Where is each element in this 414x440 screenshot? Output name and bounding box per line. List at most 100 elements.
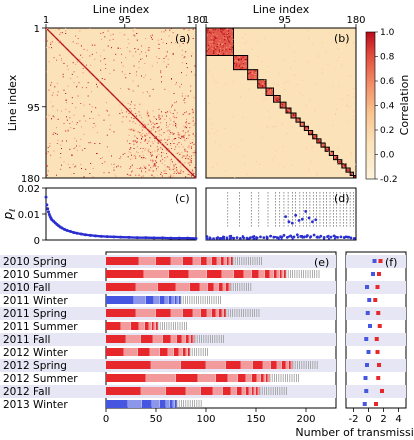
panel-f-x-tick-label: 4 xyxy=(395,414,401,425)
heatmap-b-cell xyxy=(228,36,230,38)
heatmap-a-diag-cell xyxy=(166,148,169,151)
heatmap-b-cell xyxy=(311,132,313,134)
heatmap-b-speck xyxy=(246,41,247,43)
panel-e-bar-segment xyxy=(201,387,213,395)
heatmap-b-speck xyxy=(215,141,217,143)
heatmap-a-cell xyxy=(192,133,194,134)
heatmap-a-cell xyxy=(144,134,146,136)
heatmap-a-diag-cell xyxy=(164,146,166,148)
heatmap-a-cell xyxy=(81,168,82,169)
heatmap-y-tick-label: 180 xyxy=(21,174,40,185)
heatmap-b-speck xyxy=(214,133,216,134)
heatmap-b-cell xyxy=(244,65,246,67)
heatmap-a-cell xyxy=(72,41,74,43)
panel-d-point xyxy=(280,237,283,241)
heatmap-b-cell xyxy=(224,28,226,30)
heatmap-b-cell xyxy=(224,42,226,45)
heatmap-b-speck xyxy=(328,151,330,153)
panel-e-bar-segment xyxy=(171,335,177,343)
heatmap-a-cell xyxy=(136,74,137,76)
heatmap-a-cell xyxy=(52,133,54,135)
heatmap-b-cell xyxy=(338,162,340,164)
heatmap-a-cell xyxy=(153,126,155,128)
heatmap-a-cell xyxy=(100,60,102,62)
heatmap-a-cell xyxy=(71,97,73,99)
panel-e-bar-segment xyxy=(252,374,257,382)
panel-e-bar-segment xyxy=(261,374,264,382)
heatmap-b-speck xyxy=(308,168,310,170)
heatmap-b-cell xyxy=(271,88,273,90)
heatmap-a-cell xyxy=(79,120,81,122)
panel-e-bar-segment xyxy=(212,257,217,265)
heatmap-a-cell xyxy=(189,156,191,158)
heatmap-a-cell xyxy=(192,112,194,114)
panel-d-point xyxy=(216,236,220,239)
heatmap-a-cell xyxy=(161,152,162,154)
heatmap-a-cell xyxy=(65,33,67,34)
heatmap-b-speck xyxy=(208,71,210,73)
heatmap-b-cell xyxy=(219,39,221,42)
heatmap-a-cell xyxy=(193,154,195,156)
panel-d-point xyxy=(290,235,293,239)
heatmap-a-xlabel: Line index xyxy=(93,3,150,16)
heatmap-a-cell xyxy=(141,176,142,178)
panel-d-point xyxy=(292,235,296,239)
heatmap-b-speck xyxy=(269,117,271,119)
heatmap-b-speck xyxy=(352,42,354,44)
panel-e-bar-segment xyxy=(146,296,154,304)
heatmap-b-cell xyxy=(207,46,209,48)
heatmap-a-cell xyxy=(121,109,122,111)
heatmap-a-cell xyxy=(192,133,194,135)
heatmap-a-cell xyxy=(126,140,128,142)
panel-d-point xyxy=(352,237,356,240)
heatmap-b-speck xyxy=(353,88,355,89)
heatmap-a-diag-cell xyxy=(116,98,119,101)
heatmap-a-cell xyxy=(176,82,177,84)
heatmap-a-cell xyxy=(100,33,102,34)
heatmap-b-cell xyxy=(227,38,229,40)
heatmap-a-cell xyxy=(193,143,195,145)
heatmap-a-cell xyxy=(70,127,72,129)
panel-e-bar-segment xyxy=(138,348,150,356)
heatmap-b-cell xyxy=(215,29,217,31)
colorbar-ticks: 1.00.80.60.40.20.0-0.2 xyxy=(375,28,398,185)
heatmap-a-cell xyxy=(157,127,159,129)
heatmap-a-cell xyxy=(98,114,100,116)
heatmap-a-cell xyxy=(184,150,186,152)
heatmap-a-cell xyxy=(150,167,152,169)
heatmap-a-cell xyxy=(46,28,48,29)
heatmap-b-cell xyxy=(255,73,257,76)
heatmap-a-cell xyxy=(156,169,157,171)
panel-c: 0.020.010 pℓ (c) xyxy=(1,184,198,247)
heatmap-a-cell xyxy=(146,113,148,114)
heatmap-a-cell xyxy=(155,118,157,119)
heatmap-a-cell xyxy=(136,33,138,34)
heatmap-b-cell xyxy=(350,174,353,176)
heatmap-b-cell xyxy=(238,58,240,60)
heatmap-b-speck xyxy=(311,159,312,161)
heatmap-b-speck xyxy=(341,65,342,67)
heatmap-a-cell xyxy=(143,168,145,170)
heatmap-a-cell xyxy=(139,124,141,126)
heatmap-a-diag-cell xyxy=(49,31,51,33)
panel-e-bar-segment xyxy=(189,335,191,343)
heatmap-b-cell xyxy=(242,67,244,69)
heatmap-a-cell xyxy=(174,117,176,119)
heatmap-a-cell xyxy=(171,161,173,163)
heatmap-b-cell xyxy=(261,79,263,82)
heatmap-b-speck xyxy=(287,46,289,48)
heatmap-a-cell xyxy=(65,99,67,101)
heatmap-a-cell xyxy=(186,67,188,69)
panel-e-bar-segment xyxy=(263,361,271,369)
panel-e-bar-segment xyxy=(136,283,158,291)
heatmap-b-cell xyxy=(226,52,228,54)
heatmap-a-cell xyxy=(174,102,176,104)
heatmap-a-cell xyxy=(191,171,193,173)
heatmap-a-cell xyxy=(96,132,98,134)
heatmap-a-cell xyxy=(172,133,174,135)
heatmap-a-cell xyxy=(76,85,78,87)
heatmap-b-block xyxy=(308,130,313,135)
heatmap-b-speck xyxy=(211,128,213,129)
heatmap-a-cell xyxy=(194,167,196,169)
heatmap-a-diag-cell xyxy=(176,158,178,160)
